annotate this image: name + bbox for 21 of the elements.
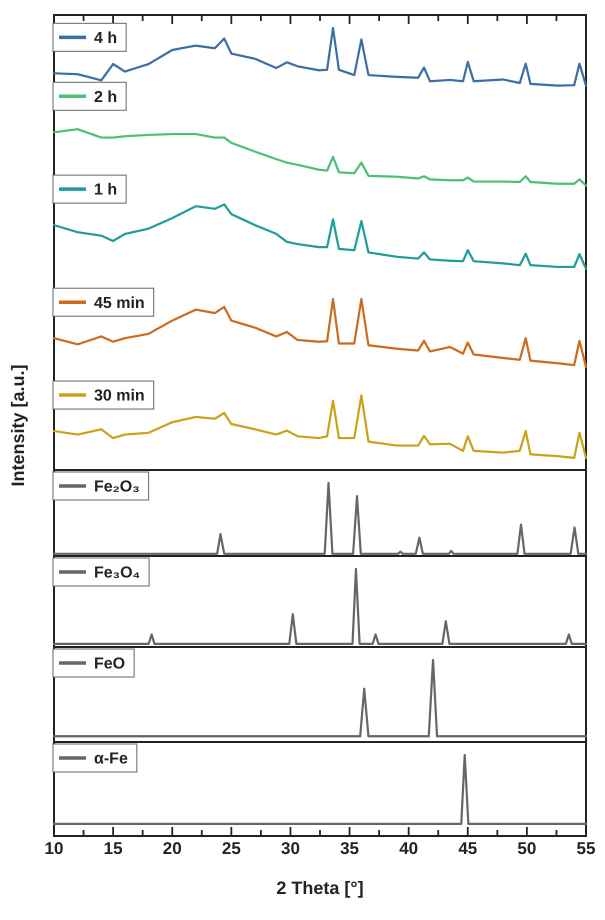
x-tick-label: 25 xyxy=(222,839,241,858)
legend-label: α-Fe xyxy=(94,750,128,768)
x-tick-label: 50 xyxy=(517,839,536,858)
x-axis-title: 2 Theta [°] xyxy=(276,878,364,898)
x-tick-label: 10 xyxy=(44,839,64,858)
y-axis-title: Intensity [a.u.] xyxy=(8,364,28,487)
legend-label: 1 h xyxy=(94,182,118,199)
legend-label: 45 min xyxy=(94,294,145,312)
x-tick-label: 55 xyxy=(576,839,596,858)
x-tick-label: 30 xyxy=(280,839,300,858)
x-tick-label: 15 xyxy=(104,839,123,858)
x-tick-label: 45 xyxy=(458,839,478,858)
legend-label: 30 min xyxy=(94,388,145,405)
x-tick-label: 35 xyxy=(340,839,360,858)
legend-label: FeO xyxy=(94,656,126,673)
legend-label: 2 h xyxy=(94,88,118,106)
x-tick-label: 20 xyxy=(162,839,182,858)
x-tick-label: 40 xyxy=(399,839,418,858)
legend-label: 4 h xyxy=(94,30,118,47)
legend-label: Fe₂O₃ xyxy=(94,478,140,496)
legend-label: Fe₃O₄ xyxy=(94,564,140,582)
